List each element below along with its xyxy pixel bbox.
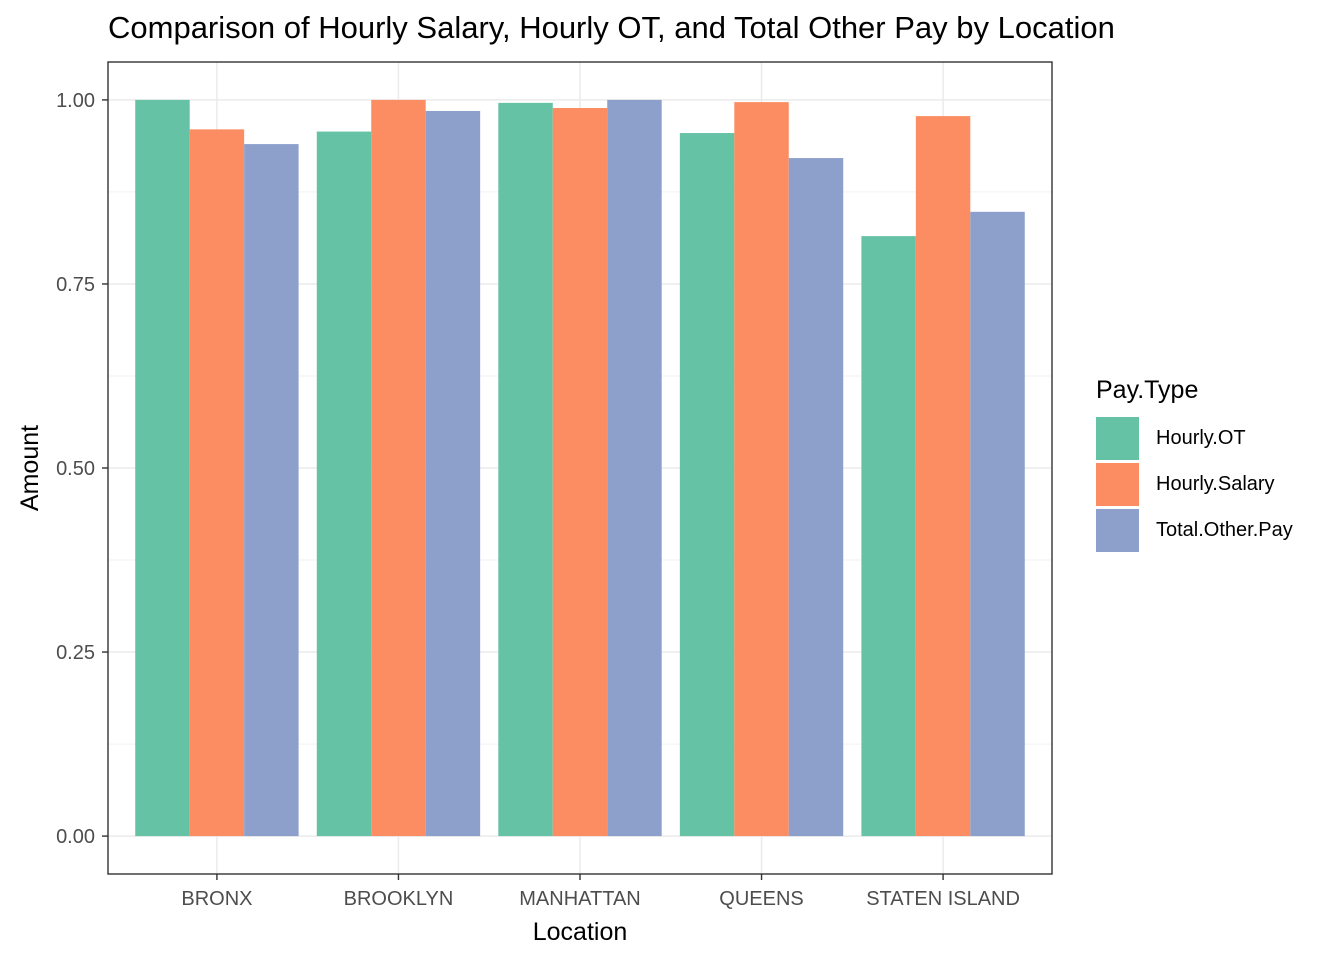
legend-label: Hourly.OT — [1156, 426, 1246, 449]
legend-label: Hourly.Salary — [1156, 472, 1275, 495]
bar-hourly-salary-bronx — [189, 129, 245, 837]
bar-hourly-salary-brooklyn — [371, 99, 426, 837]
legend-item-hourly-ot: Hourly.OT — [1096, 415, 1293, 461]
bar-hourly-ot-bronx — [135, 99, 190, 837]
legend-swatch — [1096, 462, 1139, 506]
bar-total-other-pay-bronx — [244, 144, 299, 837]
bar-hourly-salary-manhattan — [552, 108, 608, 837]
legend-label: Total.Other.Pay — [1156, 518, 1293, 541]
bar-hourly-ot-staten-island — [861, 236, 916, 837]
y-tick-label: 1.00 — [56, 90, 95, 112]
y-tick-label: 0.75 — [56, 274, 95, 296]
x-axis-title: Location — [533, 918, 628, 946]
bar-total-other-pay-manhattan — [607, 99, 662, 837]
bar-hourly-salary-queens — [734, 102, 789, 837]
bar-hourly-salary-staten-island — [915, 116, 971, 837]
x-tick-label: QUEENS — [719, 888, 803, 910]
axes: 0.00 0.25 0.50 0.75 1.00 BRONX BROOKLYN MANHATT… — [56, 90, 1020, 910]
bar-total-other-pay-brooklyn — [425, 110, 481, 837]
y-tick-label: 0.25 — [56, 642, 95, 664]
y-axis-title: Amount — [16, 425, 44, 511]
bars — [135, 99, 1025, 837]
legend-item-hourly-salary: Hourly.Salary — [1096, 461, 1293, 507]
legend-item-total-other-pay: Total.Other.Pay — [1096, 507, 1293, 553]
legend-swatch — [1096, 416, 1139, 460]
legend-title: Pay.Type — [1096, 376, 1199, 404]
x-tick-label: BROOKLYN — [344, 888, 454, 910]
bar-total-other-pay-staten-island — [970, 211, 1025, 837]
y-tick-label: 0.00 — [56, 826, 95, 848]
y-tick-label: 0.50 — [56, 458, 95, 480]
x-tick-label: MANHATTAN — [519, 888, 640, 910]
x-tick-label: BRONX — [181, 888, 252, 910]
bar-total-other-pay-queens — [788, 158, 844, 837]
legend: Pay.Type Hourly.OT Hourly.Salary Total.O… — [1096, 376, 1293, 553]
x-tick-label: STATEN ISLAND — [866, 888, 1020, 910]
bar-hourly-ot-brooklyn — [316, 131, 372, 837]
chart-title: Comparison of Hourly Salary, Hourly OT, … — [108, 10, 1115, 45]
bar-hourly-ot-queens — [679, 133, 735, 837]
bar-hourly-ot-manhattan — [498, 102, 553, 837]
legend-swatch — [1096, 508, 1139, 552]
